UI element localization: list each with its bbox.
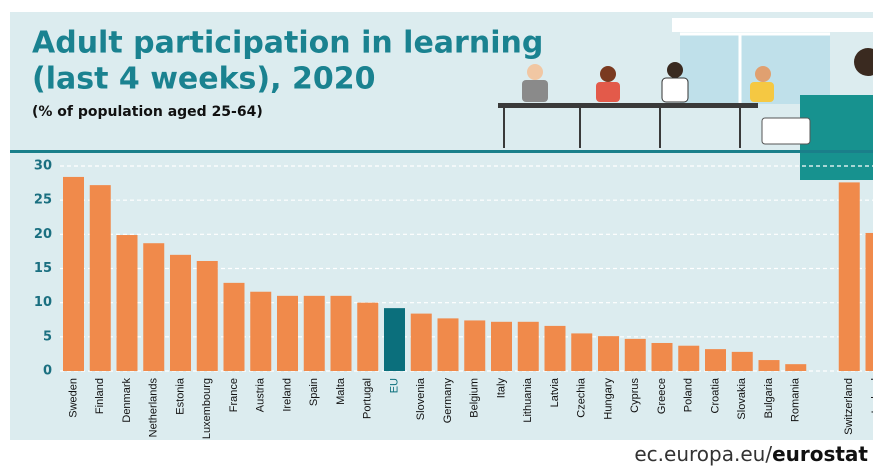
bar — [63, 177, 84, 371]
x-tick-label: Bulgaria — [763, 377, 775, 418]
x-tick-label: Italy — [495, 378, 507, 399]
x-tick-label: France — [228, 378, 240, 412]
bar — [250, 292, 271, 371]
bar — [331, 296, 352, 371]
bar — [304, 296, 325, 371]
x-tick-label: Czechia — [576, 377, 588, 418]
bar — [598, 336, 619, 371]
x-tick-label: Lithuania — [522, 377, 534, 423]
x-tick-label: Sweden — [67, 378, 79, 418]
bar — [197, 261, 218, 371]
bar — [839, 182, 860, 371]
x-tick-label: Slovenia — [415, 377, 427, 420]
x-tick-label: Denmark — [121, 378, 133, 423]
y-tick-label: 0 — [43, 364, 52, 379]
source-brand: eurostat — [772, 442, 868, 466]
bar — [678, 346, 699, 371]
bar — [571, 333, 592, 371]
y-tick-label: 10 — [34, 295, 52, 310]
y-tick-label: 20 — [34, 227, 52, 242]
bar — [759, 360, 780, 371]
bar — [625, 339, 646, 371]
x-tick-label: EU — [388, 378, 400, 393]
x-tick-label: Poland — [683, 378, 695, 412]
bar — [652, 343, 673, 371]
y-tick-label: 30 — [34, 159, 52, 174]
bar — [357, 303, 378, 371]
x-tick-label: Switzerland — [843, 378, 855, 435]
x-tick-label: Finland — [94, 378, 106, 414]
x-tick-label: Romania — [790, 377, 802, 422]
page: Adult participation in learning (last 4 … — [0, 0, 873, 466]
x-tick-label: Germany — [442, 378, 454, 424]
bar — [705, 349, 726, 371]
bar — [411, 314, 432, 371]
bar — [464, 320, 485, 371]
y-tick-label: 15 — [34, 261, 52, 276]
bar — [224, 283, 245, 371]
x-tick-label: Belgium — [469, 378, 481, 418]
bar — [518, 322, 539, 371]
x-tick-label: Luxembourg — [201, 378, 213, 439]
x-tick-label: Greece — [656, 378, 668, 414]
bar — [90, 185, 111, 371]
x-tick-label: Hungary — [602, 378, 614, 420]
chart-subtitle: (% of population aged 25-64) — [32, 104, 263, 120]
header-rule — [10, 150, 873, 153]
source-url: ec.europa.eu/ — [634, 442, 772, 466]
x-tick-label: Portugal — [362, 378, 374, 419]
bar — [170, 255, 191, 371]
x-tick-label: Malta — [335, 377, 347, 405]
y-tick-label: 5 — [43, 329, 52, 344]
chart: Adult participation in learning (last 4 … — [0, 0, 873, 466]
chart-title: Adult participation in learning — [32, 26, 543, 61]
x-tick-label: Croatia — [709, 377, 721, 413]
source: ec.europa.eu/eurostat — [634, 442, 868, 466]
bar — [384, 308, 405, 371]
bar — [143, 243, 164, 371]
bar — [732, 352, 753, 371]
bar — [117, 235, 138, 371]
bar — [545, 326, 566, 371]
x-tick-label: Slovakia — [736, 377, 748, 419]
x-tick-label: Estonia — [174, 377, 186, 415]
x-tick-label: Cyprus — [629, 378, 641, 413]
x-tick-label: Netherlands — [148, 378, 160, 438]
bar — [491, 322, 512, 371]
x-tick-label: Spain — [308, 378, 320, 406]
bar — [277, 296, 298, 371]
bar — [866, 233, 873, 371]
x-tick-label: Austria — [255, 377, 267, 412]
bar — [438, 318, 459, 371]
chart-title: (last 4 weeks), 2020 — [32, 62, 375, 97]
bar — [785, 364, 806, 371]
y-tick-label: 25 — [34, 193, 52, 208]
x-tick-label: Latvia — [549, 377, 561, 407]
x-tick-label: Ireland — [281, 378, 293, 412]
